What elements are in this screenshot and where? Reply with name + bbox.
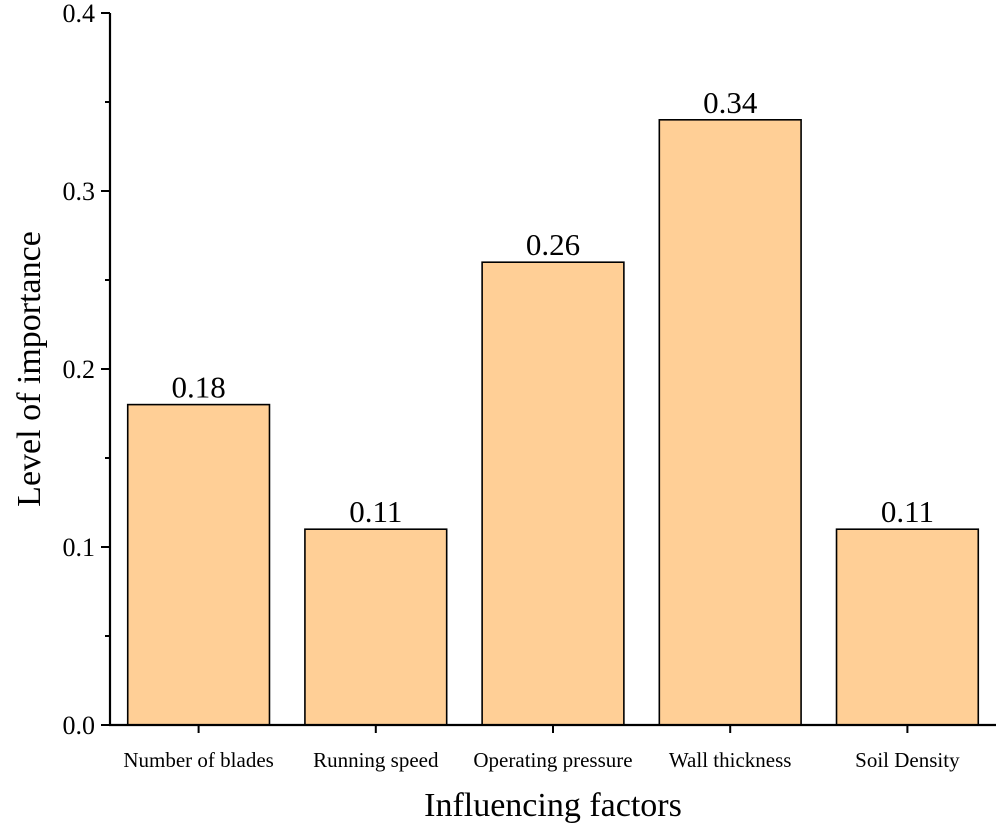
data-label: 0.26: [526, 227, 580, 262]
bar: [304, 528, 448, 726]
bar: [658, 119, 802, 726]
x-axis-title: Influencing factors: [424, 787, 682, 824]
labels-layer: Number of blades 0.18 Running speed 0.11 Ope…: [63, 0, 961, 772]
bar: [481, 261, 625, 726]
y-tick-label: 0.2: [63, 355, 96, 384]
bar: [835, 528, 980, 726]
data-label: 0.11: [349, 494, 402, 529]
ticks-layer: [101, 12, 909, 733]
y-tick-label: 0.0: [63, 711, 96, 740]
data-label: 0.11: [881, 494, 934, 529]
x-tick-label: Running speed: [313, 748, 439, 772]
data-label: 0.34: [703, 85, 758, 120]
y-tick-label: 0.3: [63, 177, 96, 206]
x-tick-label: Soil Density: [855, 748, 960, 772]
y-axis-title: Level of importance: [11, 231, 48, 507]
bars-layer: [126, 119, 980, 726]
x-tick-label: Number of blades: [123, 748, 273, 772]
y-tick-label: 0.1: [63, 533, 96, 562]
bar: [126, 403, 271, 726]
x-tick-label: Wall thickness: [669, 748, 792, 772]
data-label: 0.18: [171, 370, 225, 405]
x-tick-label: Operating pressure: [473, 748, 632, 772]
y-tick-label: 0.4: [63, 0, 96, 28]
